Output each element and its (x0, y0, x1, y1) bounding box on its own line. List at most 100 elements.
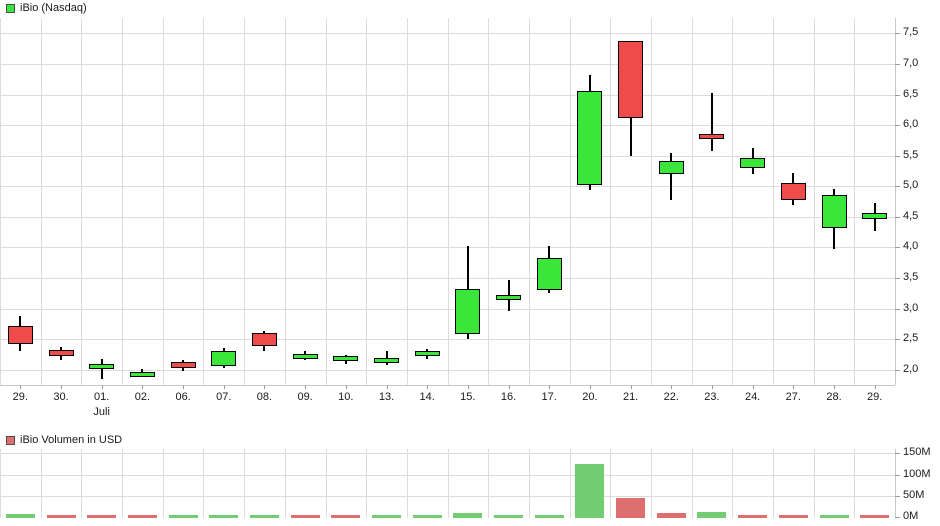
x-tick-label: 07. (216, 391, 232, 403)
volume-bar[interactable] (372, 515, 401, 518)
tick-mark (386, 385, 388, 389)
tick-mark (895, 247, 900, 249)
price-y-axis: 7,5 7,0 6,5 6,0 5,5 5,0 4,5 4,0 3,5 3,0 2,5 2,0 (895, 18, 940, 385)
volume-bar[interactable] (778, 515, 808, 518)
candlestick[interactable] (0, 18, 895, 385)
tick-mark (895, 94, 900, 96)
volume-gridline-vertical (0, 449, 1, 518)
volume-bar[interactable] (168, 515, 198, 518)
volume-gridline-vertical (40, 449, 42, 518)
tick-mark (264, 385, 266, 389)
volume-bar[interactable] (249, 515, 279, 518)
volume-bar[interactable] (656, 512, 686, 518)
volume-gridline-vertical (203, 449, 205, 518)
candlestick[interactable] (0, 18, 895, 385)
price-y-tick-label: 2,0 (903, 362, 919, 375)
volume-bar[interactable] (697, 512, 727, 518)
volume-gridline-vertical (406, 449, 408, 518)
candle-body (658, 160, 684, 174)
price-gridline-vertical (162, 18, 164, 385)
volume-bar[interactable] (412, 515, 442, 518)
tick-mark (305, 385, 307, 389)
tick-mark (183, 385, 185, 389)
candlestick[interactable] (0, 18, 895, 385)
volume-bar[interactable] (46, 515, 76, 518)
x-axis: 29. 30. 01. Juli 02. 06. 07. 08. 09. 10. 13. 14. 15.… (0, 385, 895, 433)
volume-y-tick-label: 150M (903, 446, 931, 459)
candle-body (333, 356, 359, 362)
volume-bar[interactable] (127, 515, 157, 518)
tick-mark (895, 186, 900, 188)
tick-mark (895, 453, 900, 455)
candlestick[interactable] (0, 18, 895, 385)
volume-bar[interactable] (331, 515, 361, 518)
x-tick-label: 17. (541, 391, 557, 403)
candlestick[interactable] (0, 18, 895, 385)
volume-bar[interactable] (453, 512, 483, 518)
price-legend-label: iBio (Nasdaq) (20, 2, 87, 14)
volume-gridline-vertical (488, 449, 490, 518)
volume-gridline-vertical (773, 449, 774, 518)
candle-body (89, 364, 115, 370)
x-tick-label: 14. (419, 391, 435, 403)
volume-bar[interactable] (738, 515, 768, 518)
tick-mark (549, 385, 551, 389)
tick-mark (467, 385, 469, 389)
volume-bar[interactable] (616, 497, 646, 518)
volume-bar[interactable] (209, 515, 239, 518)
x-tick-label: 09. (297, 391, 313, 403)
price-y-tick-label: 4,0 (903, 240, 919, 253)
volume-y-tick-label: 50M (903, 489, 925, 502)
price-y-tick-label: 7,5 (903, 26, 919, 39)
candlestick[interactable] (0, 18, 895, 385)
candlestick[interactable] (0, 18, 895, 385)
price-gridline-vertical (854, 18, 856, 385)
tick-mark (142, 385, 144, 389)
candlestick[interactable] (0, 18, 895, 385)
tick-mark (895, 125, 900, 126)
candle-body (129, 372, 155, 378)
candlestick[interactable] (0, 18, 895, 385)
volume-bar[interactable] (575, 464, 605, 518)
volume-bar[interactable] (290, 515, 320, 518)
candle-body (536, 258, 562, 291)
price-gridline-vertical (0, 18, 1, 385)
x-tick-label: 15. (460, 391, 476, 403)
candlestick[interactable] (0, 18, 895, 385)
candlestick[interactable] (0, 18, 895, 385)
x-tick-label: 01. (94, 391, 110, 403)
candlestick[interactable] (0, 18, 895, 385)
x-tick-label: 30. (53, 391, 69, 403)
tick-mark (895, 517, 900, 518)
volume-bar[interactable] (5, 513, 35, 518)
candlestick[interactable] (0, 18, 895, 385)
price-gridline-vertical (528, 18, 530, 385)
volume-bar[interactable] (819, 515, 849, 518)
x-tick-label: 29. (867, 391, 883, 403)
candlestick[interactable] (0, 18, 895, 385)
candlestick[interactable] (0, 18, 895, 385)
candlestick[interactable] (0, 18, 895, 385)
volume-gridline-vertical (610, 449, 612, 518)
volume-gridline-vertical (650, 449, 652, 518)
volume-gridline-vertical (569, 449, 571, 518)
tick-mark (874, 385, 876, 389)
volume-gridline (0, 496, 895, 498)
volume-bar[interactable] (860, 515, 890, 518)
price-y-tick-label: 5,5 (903, 148, 919, 161)
candlestick[interactable] (0, 18, 895, 385)
volume-bar[interactable] (534, 514, 564, 518)
tick-mark (630, 385, 632, 389)
x-tick-label: 21. (622, 391, 639, 403)
candlestick[interactable] (0, 18, 895, 385)
candlestick[interactable] (0, 18, 895, 385)
volume-legend-swatch (6, 435, 15, 445)
candlestick[interactable] (0, 18, 895, 385)
price-y-tick-label: 5,0 (903, 179, 919, 192)
price-y-tick-label: 7,0 (903, 56, 919, 69)
candlestick[interactable] (0, 18, 895, 385)
price-plot-area (0, 18, 895, 385)
candlestick[interactable] (0, 18, 895, 385)
volume-bar[interactable] (87, 515, 117, 518)
volume-bar[interactable] (494, 515, 523, 518)
